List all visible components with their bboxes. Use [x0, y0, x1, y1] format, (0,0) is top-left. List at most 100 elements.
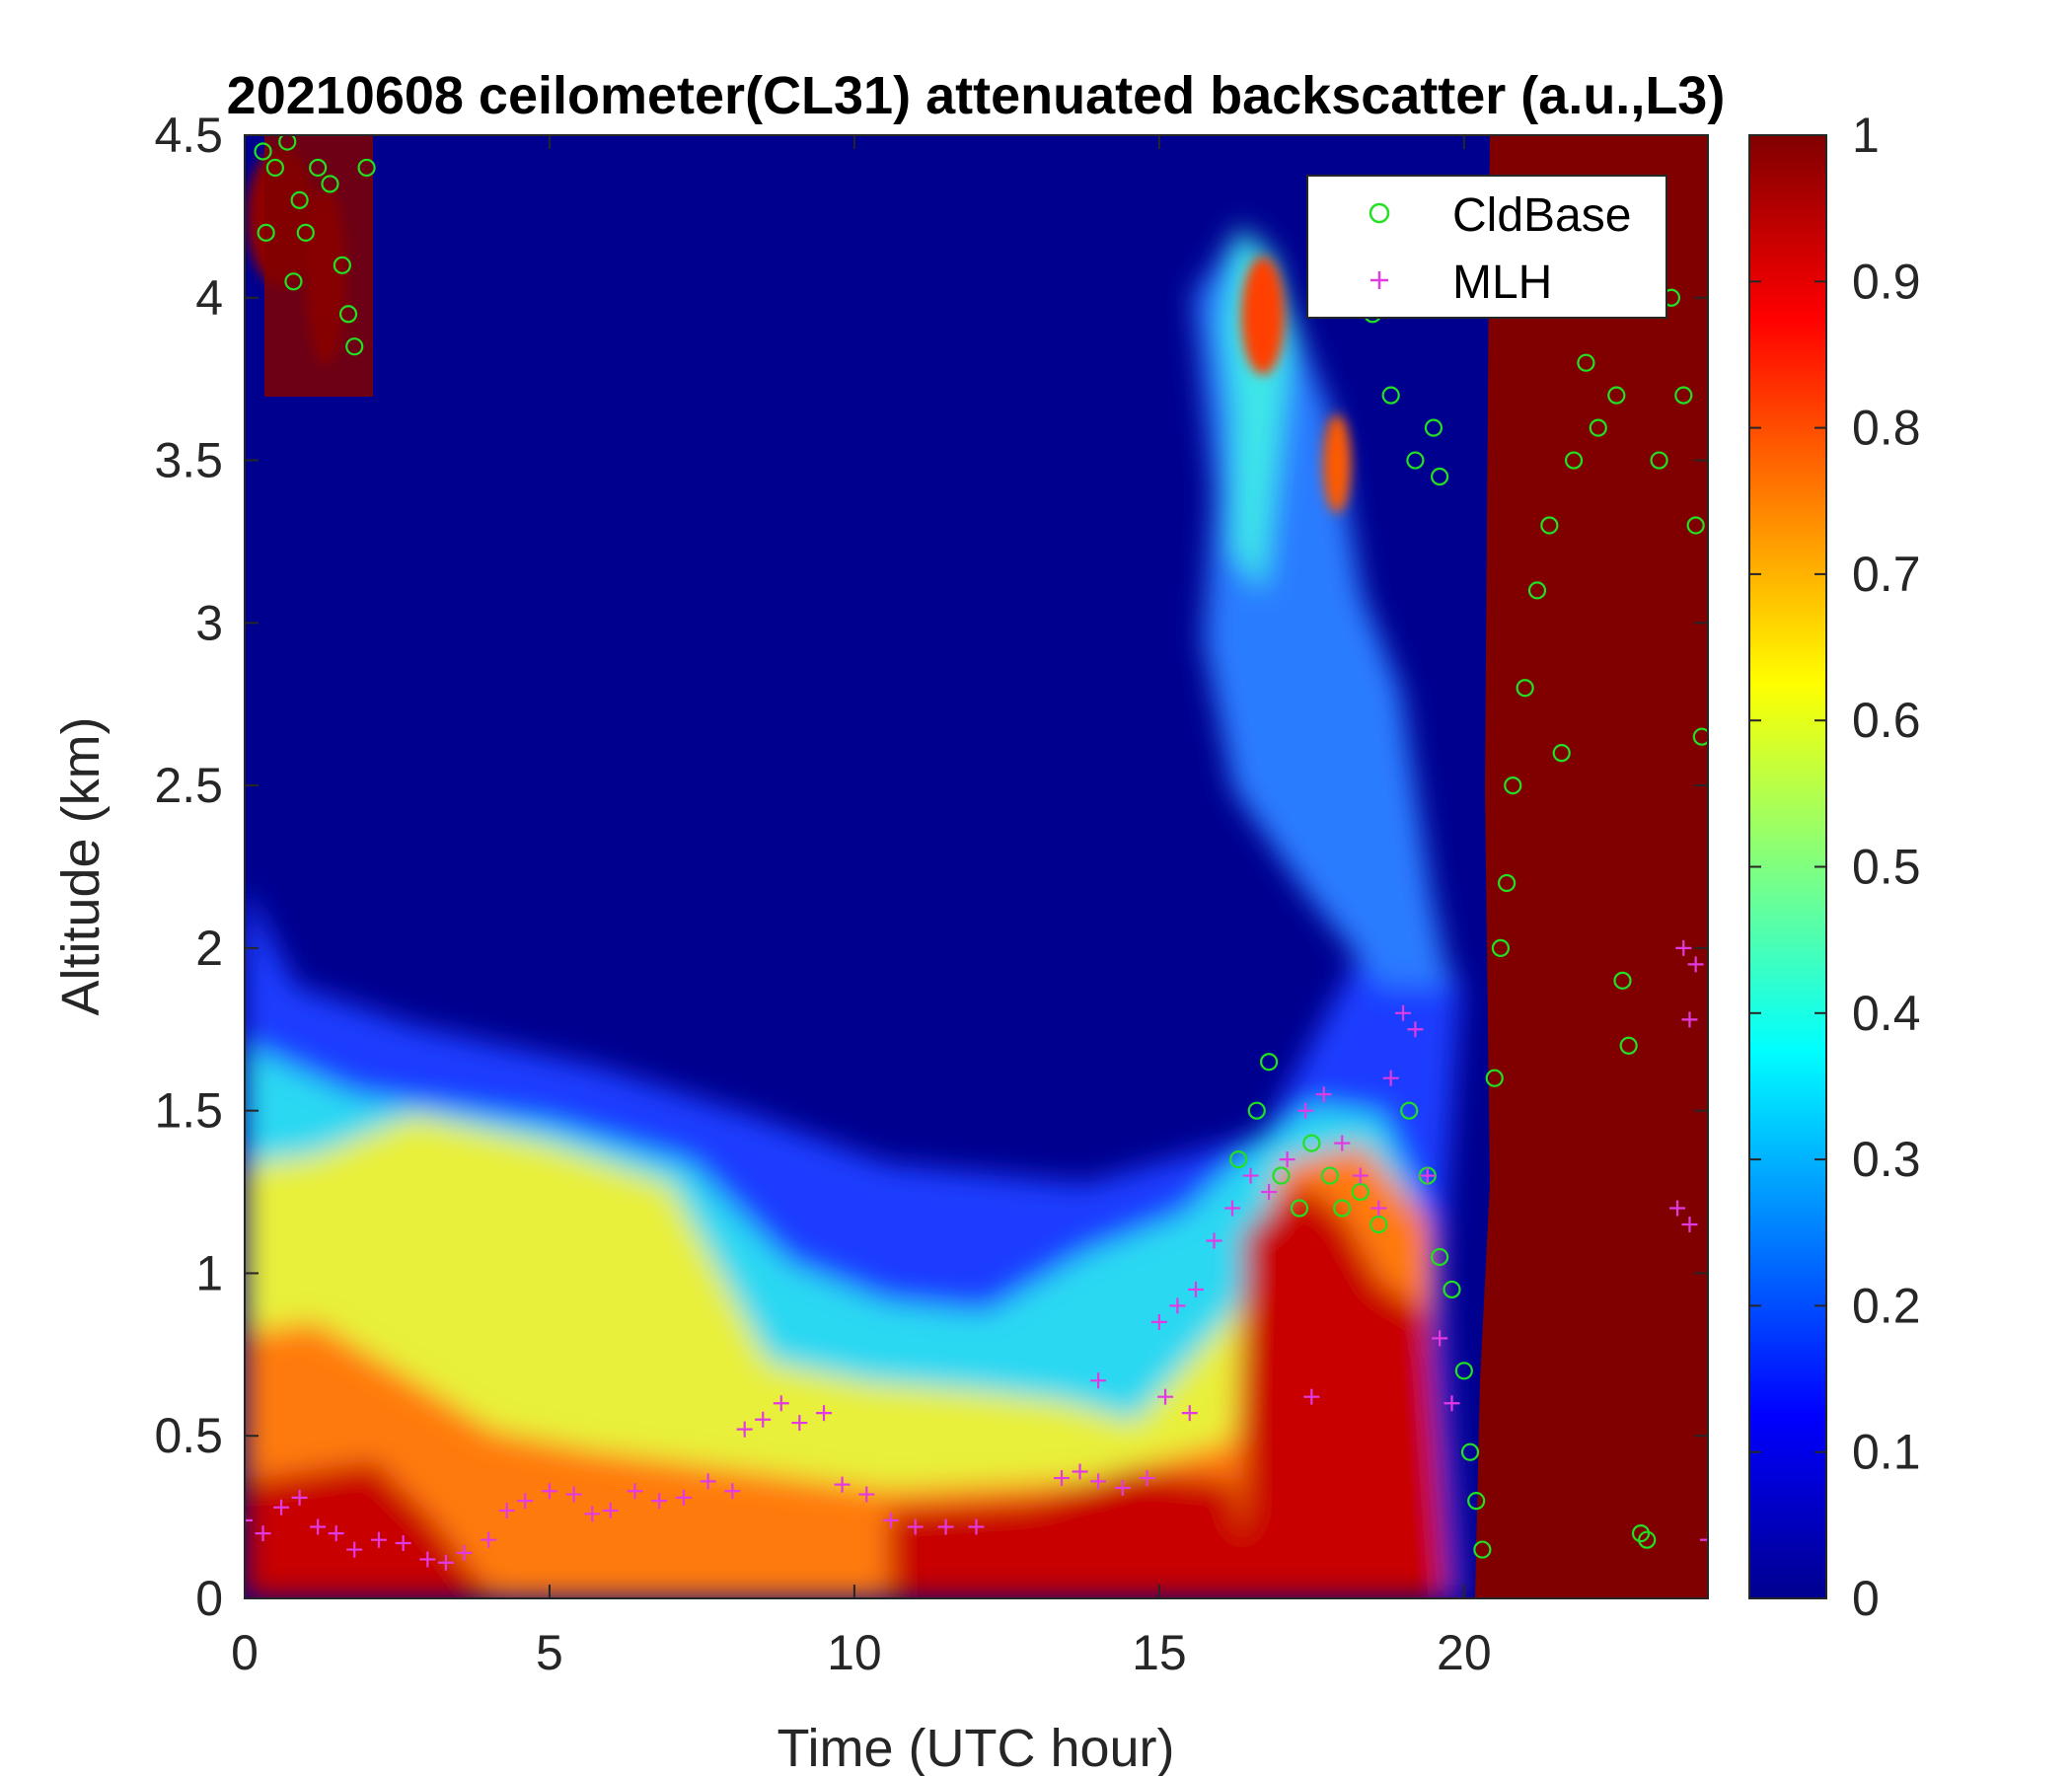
cldbase-point	[265, 158, 284, 178]
cldbase-point	[1320, 1166, 1339, 1185]
mlh-point	[1090, 1372, 1107, 1389]
y-tick-label: 1	[195, 1245, 223, 1300]
y-tick-label: 1.5	[154, 1083, 223, 1139]
cldbase-point	[1485, 1069, 1504, 1087]
mlh-point	[755, 1411, 772, 1428]
legend-mlh-marker	[1370, 271, 1388, 289]
chart-title: 20210608 ceilometer(CL31) attenuated bac…	[227, 66, 1726, 125]
y-tick-label: 0.5	[154, 1408, 223, 1463]
mlh-point	[627, 1483, 643, 1500]
cldbase-point	[1577, 353, 1595, 372]
x-tick-label: 10	[827, 1625, 882, 1680]
mlh-point	[602, 1503, 619, 1519]
mlh-point	[834, 1476, 851, 1493]
mlh-point	[968, 1518, 985, 1535]
cldbase-point	[1351, 1182, 1369, 1202]
mlh-point	[1334, 1135, 1351, 1151]
legend: CldBase MLH	[1306, 175, 1667, 319]
y-tick-label: 4	[195, 270, 223, 326]
cldbase-point	[1619, 1036, 1638, 1055]
cldbase-point	[1674, 386, 1693, 405]
colorbar-tick-label: 0.5	[1852, 840, 1921, 895]
cldbase-point	[1229, 1149, 1248, 1169]
heatmap-cloud-patch	[1241, 257, 1285, 375]
cldbase-point	[309, 158, 328, 178]
mlh-point	[1187, 1281, 1204, 1297]
x-tick-label: 0	[231, 1625, 259, 1680]
colorbar-tick-label: 0.6	[1852, 693, 1921, 748]
heatmap-blobs	[245, 227, 1460, 1598]
cldbase-point	[1552, 744, 1571, 763]
mlh-markers	[245, 939, 1708, 1571]
mlh-point	[1432, 1330, 1448, 1347]
cldbase-point	[357, 158, 376, 178]
mlh-point	[1700, 1531, 1708, 1548]
cldbase-point	[1424, 418, 1443, 437]
mlh-point	[858, 1486, 875, 1503]
y-axis: 0 0.5 1 1.5 2 2.5 3 3.5 4 4.5	[154, 108, 1708, 1626]
y-axis-label: Altitude (km)	[51, 716, 111, 1015]
mlh-point	[937, 1518, 954, 1535]
cldbase-point	[321, 175, 339, 193]
cldbase-point	[1369, 1215, 1388, 1234]
cldbase-point	[257, 223, 275, 242]
mlh-point	[370, 1531, 387, 1548]
cldbase-point	[333, 256, 351, 274]
cldbase-point	[1333, 1199, 1352, 1218]
heatmap-red-layer	[245, 1460, 493, 1598]
mlh-point	[1687, 956, 1704, 973]
mlh-point	[907, 1518, 924, 1535]
mlh-point	[700, 1473, 716, 1490]
x-tick-label: 5	[536, 1625, 563, 1680]
cldbase-point	[1473, 1540, 1492, 1559]
mlh-point	[1681, 1011, 1698, 1028]
cldbase-point	[1302, 1134, 1321, 1152]
mlh-point	[736, 1421, 753, 1438]
cldbase-point	[1692, 727, 1708, 746]
mlh-point	[1419, 1167, 1436, 1184]
cldbase-point	[1638, 1530, 1657, 1549]
x-axis-label: Time (UTC hour)	[777, 1719, 1174, 1776]
mlh-point	[882, 1512, 899, 1528]
colorbar-tick-label: 0.2	[1852, 1278, 1921, 1333]
cldbase-point	[1497, 873, 1517, 893]
cldbase-point	[1589, 418, 1607, 437]
mlh-point	[791, 1415, 808, 1432]
mlh-point	[1382, 1070, 1399, 1086]
cldbase-point	[1431, 467, 1449, 486]
mlh-point	[1114, 1479, 1131, 1496]
mlh-point	[1681, 1217, 1698, 1233]
mlh-point	[1407, 1021, 1424, 1038]
colorbar-tick-label: 0	[1852, 1571, 1880, 1626]
cldbase-point	[1431, 1247, 1449, 1267]
mlh-point	[310, 1518, 327, 1535]
y-tick-label: 2	[195, 921, 223, 976]
cldbase-point	[1540, 516, 1559, 535]
mlh-point	[816, 1405, 833, 1422]
mlh-point	[1297, 1102, 1314, 1119]
mlh-point	[245, 1512, 253, 1528]
mlh-point	[651, 1493, 668, 1510]
legend-mlh-label: MLH	[1452, 257, 1552, 309]
mlh-point	[1669, 1200, 1686, 1217]
mlh-point	[1072, 1463, 1088, 1480]
cldbase-point	[1259, 1053, 1279, 1072]
heatmap-field	[245, 135, 1708, 1598]
mlh-point	[1370, 1200, 1387, 1217]
heatmap-red-layer-2	[888, 1470, 1253, 1598]
mlh-point	[517, 1493, 534, 1510]
mlh-point	[1315, 1086, 1332, 1103]
mlh-point	[1224, 1200, 1241, 1217]
cldbase-point	[1650, 451, 1668, 470]
mlh-point	[1242, 1167, 1259, 1184]
y-tick-label: 0	[195, 1571, 223, 1626]
colorbar-tick-label: 1	[1852, 108, 1880, 163]
x-tick-label: 20	[1437, 1625, 1492, 1680]
cldbase-point	[1631, 1523, 1651, 1543]
mlh-point	[1443, 1395, 1460, 1412]
cldbase-point	[1460, 1443, 1480, 1461]
cldbase-point	[1443, 1280, 1461, 1299]
mlh-point	[1261, 1184, 1278, 1201]
cldbase-point	[1467, 1492, 1486, 1511]
